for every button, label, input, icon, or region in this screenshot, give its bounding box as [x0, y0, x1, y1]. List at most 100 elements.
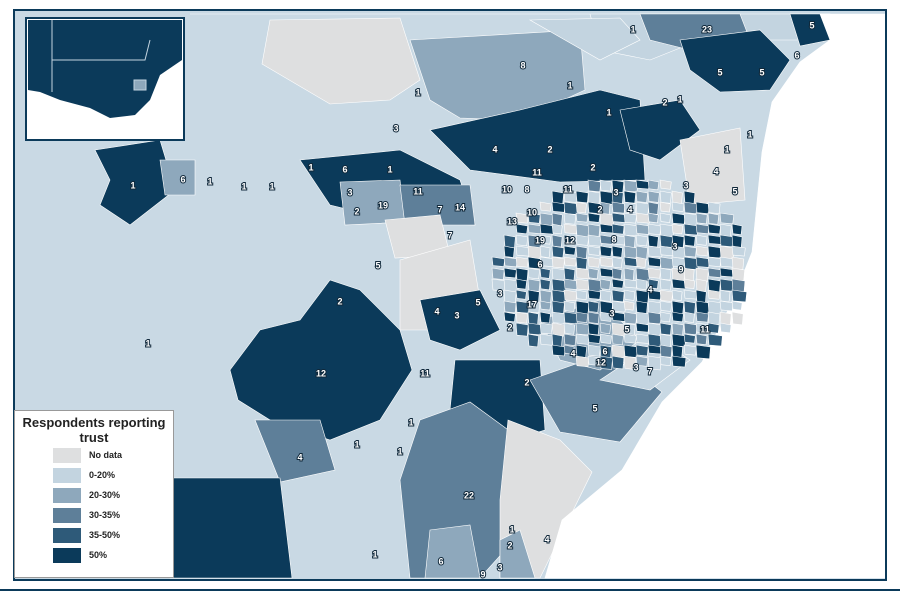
region [563, 300, 576, 313]
region [707, 322, 720, 334]
region [563, 245, 576, 256]
region [587, 300, 600, 313]
region [503, 311, 516, 323]
legend-item: 35-50% [53, 525, 173, 545]
region [659, 322, 672, 336]
region [719, 289, 731, 303]
area-count: 8 [520, 60, 525, 70]
region [587, 322, 600, 336]
region [719, 256, 735, 268]
area-count: 10 [502, 184, 512, 194]
region [623, 190, 637, 204]
region [671, 311, 684, 323]
region [587, 333, 601, 344]
area-count: 1 [130, 180, 135, 190]
region [539, 223, 555, 235]
region [503, 300, 517, 314]
area-count: 2 [547, 144, 552, 154]
region [707, 256, 722, 268]
region [659, 355, 672, 367]
region [587, 344, 601, 357]
region [587, 179, 602, 193]
region [623, 179, 639, 193]
area-count: 5 [717, 67, 722, 77]
region [575, 234, 590, 246]
area-count: 5 [759, 67, 764, 77]
region [611, 267, 623, 280]
region [515, 212, 529, 224]
region [611, 201, 626, 214]
region [731, 245, 746, 257]
area-count: 4 [647, 284, 652, 294]
region [659, 278, 672, 291]
region [575, 201, 587, 214]
region [647, 190, 660, 203]
region [515, 322, 529, 337]
region [695, 267, 709, 283]
region [635, 256, 647, 268]
legend-item: 0-20% [53, 465, 173, 485]
region [635, 289, 650, 304]
region [599, 311, 613, 322]
region [611, 278, 624, 289]
region [551, 300, 565, 314]
area-count: 1 [241, 181, 246, 191]
area-count: 8 [611, 234, 616, 244]
legend-item: No data [53, 445, 173, 465]
region [587, 245, 601, 256]
region [695, 256, 710, 268]
region [599, 333, 612, 344]
region [159, 159, 196, 196]
area-count: 11 [532, 167, 542, 177]
region [707, 212, 720, 225]
area-count: 4 [492, 144, 497, 154]
region [671, 322, 684, 336]
region [527, 278, 541, 292]
region [671, 223, 684, 235]
region [515, 256, 529, 268]
region [623, 267, 635, 282]
region [647, 212, 659, 224]
region [551, 223, 563, 235]
region [695, 245, 709, 257]
inset-map [25, 17, 185, 141]
region [587, 267, 599, 280]
area-count: 4 [627, 204, 632, 214]
region [623, 355, 636, 370]
region [587, 289, 602, 300]
region [647, 179, 660, 191]
area-count: 2 [524, 377, 529, 387]
area-count: 2 [597, 204, 602, 214]
region [671, 212, 686, 225]
region [527, 300, 541, 314]
area-count: 3 [683, 180, 688, 190]
area-count: 4 [297, 452, 302, 462]
region [551, 234, 563, 248]
region [635, 223, 650, 235]
region [539, 333, 555, 346]
region [635, 355, 649, 367]
region [551, 344, 566, 357]
area-count: 5 [732, 186, 737, 196]
region [539, 201, 552, 212]
region [503, 256, 518, 268]
area-count: 6 [438, 556, 443, 566]
region [683, 322, 698, 336]
region [539, 267, 551, 279]
region [599, 278, 611, 290]
area-count: 3 [393, 123, 398, 133]
legend-swatch [53, 467, 81, 483]
legend-item: 20-30% [53, 485, 173, 505]
area-count: 1 [372, 549, 377, 559]
region [261, 17, 421, 105]
region [563, 234, 576, 246]
region [575, 256, 588, 270]
area-count: 17 [527, 299, 537, 309]
region [659, 344, 673, 358]
area-count: 5 [475, 297, 480, 307]
region [424, 524, 481, 579]
region [659, 212, 672, 223]
region [635, 212, 651, 224]
region [563, 322, 576, 335]
region [731, 289, 748, 303]
